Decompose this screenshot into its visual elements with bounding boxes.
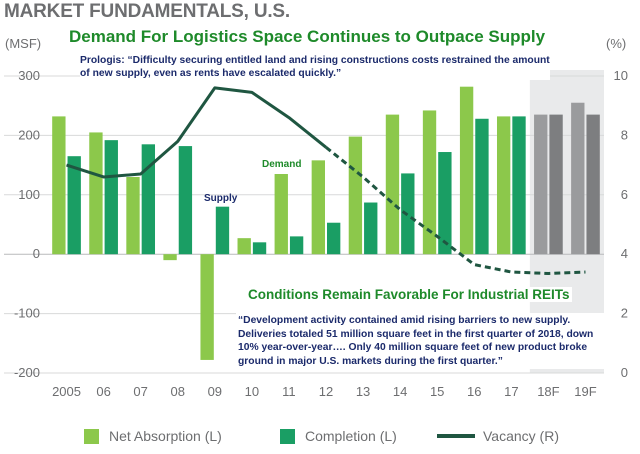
completion-bar xyxy=(512,116,526,255)
x-tick-label: 10 xyxy=(245,384,259,399)
absorption-bar xyxy=(274,174,288,255)
sub-headline: Conditions Remain Favorable For Industri… xyxy=(246,287,572,302)
x-tick-label: 16 xyxy=(467,384,481,399)
demand-annotation: Demand xyxy=(262,159,302,170)
x-tick-label: 11 xyxy=(282,384,296,399)
x-tick-label: 15 xyxy=(430,384,444,399)
absorption-bar xyxy=(311,160,325,255)
completion-swatch xyxy=(280,428,295,444)
x-tick-label: 07 xyxy=(133,384,147,399)
legend-item-absorption: Net Absorption (L) xyxy=(84,428,222,444)
absorption-bar xyxy=(571,102,585,255)
completion-bar xyxy=(586,114,600,255)
x-tick-label: 13 xyxy=(356,384,370,399)
chart-headline: Demand For Logistics Space Continues to … xyxy=(66,27,580,47)
development-quote: “Development activity contained amid ris… xyxy=(236,313,616,369)
vacancy-forecast-line xyxy=(325,146,586,276)
completion-bar xyxy=(549,114,563,255)
absorption-bar xyxy=(348,136,363,255)
x-tick-label: 09 xyxy=(208,384,222,399)
left-tick-label: -100 xyxy=(14,306,40,321)
absorption-bar xyxy=(496,116,511,255)
x-tick-label: 12 xyxy=(319,384,333,399)
vacancy-swatch xyxy=(437,434,475,438)
right-tick-label: 4 xyxy=(621,246,628,261)
left-tick-label: 300 xyxy=(18,68,40,83)
completion-bar xyxy=(104,140,118,255)
completion-bar xyxy=(215,206,230,255)
absorption-bar xyxy=(200,254,214,360)
prologis-quote: Prologis: “Difficulty securing entitled … xyxy=(80,54,550,80)
absorption-bar xyxy=(422,110,437,255)
x-tick-label: 08 xyxy=(170,384,184,399)
left-tick-label: 100 xyxy=(18,187,40,202)
completion-bar xyxy=(364,202,378,255)
completion-bar xyxy=(141,144,156,255)
absorption-bar xyxy=(237,238,251,255)
absorption-bar xyxy=(163,254,177,261)
completion-bar xyxy=(327,222,341,255)
x-tick-label: 18F xyxy=(537,384,559,399)
absorption-bar xyxy=(459,86,474,255)
absorption-bar xyxy=(52,116,66,255)
completion-bar xyxy=(252,242,267,255)
right-tick-label: 6 xyxy=(621,187,628,202)
left-tick-label: -200 xyxy=(14,365,40,380)
x-tick-label: 06 xyxy=(96,384,110,399)
right-tick-label: 2 xyxy=(621,306,628,321)
absorption-bar xyxy=(385,114,400,255)
chart-title: MARKET FUNDAMENTALS, U.S. xyxy=(4,1,290,22)
completion-bar xyxy=(178,146,193,255)
absorption-bar xyxy=(89,132,103,255)
supply-annotation: Supply xyxy=(204,193,238,204)
absorption-bar xyxy=(126,176,140,255)
x-tick-label: 14 xyxy=(393,384,407,399)
completion-bar xyxy=(475,118,489,255)
legend-label-completion: Completion (L) xyxy=(305,428,397,444)
legend-label-absorption: Net Absorption (L) xyxy=(109,428,222,444)
right-tick-label: 8 xyxy=(621,127,628,142)
x-tick-label: 2005 xyxy=(52,384,81,399)
right-tick-label: 0 xyxy=(621,365,628,380)
legend-item-completion: Completion (L) xyxy=(280,428,397,444)
right-tick-label: 10 xyxy=(614,68,628,83)
absorption-bar xyxy=(534,114,548,255)
right-axis-unit: (%) xyxy=(606,36,627,51)
legend-label-vacancy: Vacancy (R) xyxy=(483,428,559,444)
completion-bar xyxy=(438,152,452,255)
legend: Net Absorption (L) Completion (L) Vacanc… xyxy=(0,424,640,454)
x-tick-label: 17 xyxy=(504,384,518,399)
absorption-swatch xyxy=(84,428,99,444)
vacancy-line xyxy=(66,86,327,179)
left-axis-unit: (MSF) xyxy=(5,36,42,51)
left-tick-label: 0 xyxy=(33,246,40,261)
completion-bar xyxy=(67,156,81,255)
completion-bar xyxy=(289,236,304,255)
x-tick-label: 19F xyxy=(574,384,596,399)
legend-item-vacancy: Vacancy (R) xyxy=(437,428,559,444)
left-tick-label: 200 xyxy=(18,127,40,142)
